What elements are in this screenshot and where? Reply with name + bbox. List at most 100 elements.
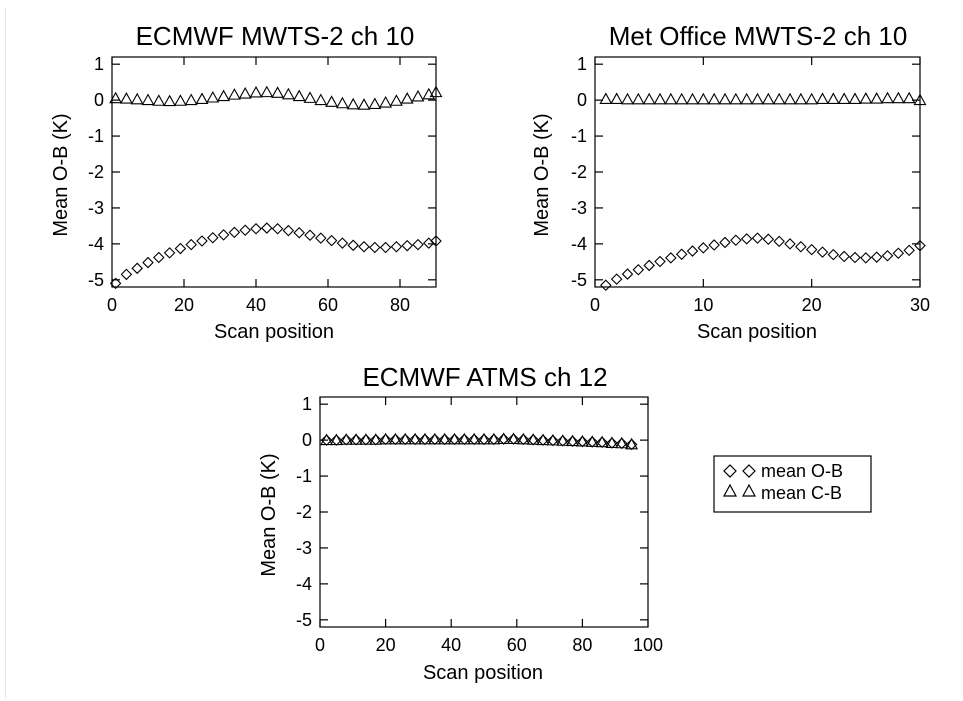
panel-title: Met Office MWTS-2 ch 10 xyxy=(609,21,908,51)
data-point-calc xyxy=(615,436,629,449)
data-point-calc xyxy=(389,94,403,106)
x-axis-label: Scan position xyxy=(214,321,334,343)
data-point-obs xyxy=(207,231,219,244)
data-point-calc xyxy=(653,92,667,105)
y-axis-label: Mean O-B (K) xyxy=(531,113,553,236)
data-point-calc xyxy=(109,91,123,104)
data-point-obs xyxy=(892,247,905,259)
data-point-calc xyxy=(260,85,274,98)
plot-frame xyxy=(319,396,649,628)
data-point-obs xyxy=(527,433,539,446)
data-point-calc xyxy=(595,435,609,448)
data-point-calc xyxy=(487,432,501,445)
x-tick-label: 30 xyxy=(910,295,930,315)
data-point-obs xyxy=(429,433,441,446)
data-point-obs xyxy=(142,256,154,269)
data-point-obs xyxy=(600,279,612,291)
data-point-obs xyxy=(458,433,471,446)
data-point-obs xyxy=(379,433,392,446)
data-point-obs xyxy=(369,433,382,446)
data-point-calc xyxy=(794,92,808,105)
data-point-obs xyxy=(239,224,251,236)
data-point-calc xyxy=(271,86,285,98)
data-point-obs xyxy=(606,437,618,449)
tick-layer: 10-1-2-3-4-50 10 20 30 xyxy=(571,54,930,315)
y-tick-label: -3 xyxy=(296,538,312,558)
data-point-calc xyxy=(227,88,241,100)
legend-diamond-marker xyxy=(723,464,756,478)
data-point-obs xyxy=(401,239,413,252)
data-point-calc xyxy=(696,92,710,105)
data-point-calc xyxy=(610,92,624,104)
y-tick-label: -5 xyxy=(571,270,587,290)
data-point-calc xyxy=(891,91,905,104)
data-point-obs xyxy=(751,232,764,244)
y-tick-label: -2 xyxy=(296,502,312,522)
data-point-obs xyxy=(163,247,176,259)
data-point-calc xyxy=(902,91,916,104)
plot-frame xyxy=(594,56,921,288)
data-point-obs xyxy=(596,436,608,449)
data-point-obs xyxy=(389,433,402,446)
y-tick-label: 1 xyxy=(302,394,312,414)
data-point-obs xyxy=(860,252,872,264)
data-point-calc xyxy=(707,92,721,105)
data-point-calc xyxy=(837,92,851,104)
data-point-calc xyxy=(575,434,589,447)
data-point-obs xyxy=(358,240,370,253)
data-point-obs xyxy=(805,243,818,256)
data-point-obs xyxy=(621,268,634,280)
tick-layer: 10-1-2-3-4-50 20 40 60 80 100 xyxy=(296,394,663,655)
data-point-calc xyxy=(526,433,540,445)
y-tick-label: -4 xyxy=(296,574,312,594)
data-point-obs xyxy=(537,434,549,446)
data-point-obs xyxy=(478,433,490,446)
data-point-obs xyxy=(330,434,343,446)
y-axis-label: Mean O-B (K) xyxy=(258,453,280,576)
data-point-obs xyxy=(271,223,284,235)
data-point-calc xyxy=(599,92,613,104)
data-point-calc xyxy=(389,432,402,445)
panel-ecmwf-atms: ECMWF ATMS ch 12 Mean O-B (K) Scan posit… xyxy=(258,362,663,684)
data-point-obs xyxy=(697,242,710,254)
plot-frame xyxy=(111,56,437,288)
data-point-obs xyxy=(719,236,731,249)
data-point-obs xyxy=(315,232,327,244)
data-point-calc xyxy=(292,89,306,102)
y-axis-label: Mean O-B (K) xyxy=(50,113,72,236)
data-point-obs xyxy=(261,222,273,234)
y-tick-label: -2 xyxy=(88,162,104,182)
panel-metoffice-mwts2: Met Office MWTS-2 ch 10 Mean O-B (K) Sca… xyxy=(531,21,930,343)
data-point-calc xyxy=(400,92,414,104)
data-point-obs xyxy=(849,251,861,264)
data-point-obs xyxy=(336,237,349,249)
data-point-calc xyxy=(329,433,343,446)
data-point-calc xyxy=(675,92,689,105)
data-point-obs xyxy=(632,263,645,276)
data-point-calc xyxy=(359,433,373,445)
data-point-calc xyxy=(357,98,371,110)
data-point-obs xyxy=(347,239,359,252)
data-point-obs xyxy=(293,226,305,239)
data-point-calc xyxy=(195,92,209,104)
data-point-calc xyxy=(816,92,829,104)
data-point-obs xyxy=(654,255,666,268)
data-point-calc xyxy=(303,91,317,103)
data-point-calc xyxy=(585,435,599,447)
data-point-obs xyxy=(708,239,720,251)
panel-title: ECMWF ATMS ch 12 xyxy=(362,362,607,392)
y-tick-label: -2 xyxy=(571,162,587,182)
legend: mean O-B mean C-B xyxy=(713,455,872,513)
data-point-obs xyxy=(369,241,381,254)
data-point-calc xyxy=(457,432,471,445)
data-point-obs xyxy=(399,433,412,446)
data-point-obs xyxy=(576,435,589,448)
data-point-calc xyxy=(379,432,393,445)
legend-item-calc: mean C-B xyxy=(722,483,842,503)
data-point-calc xyxy=(448,432,461,445)
data-point-calc xyxy=(173,94,187,106)
marks-layer xyxy=(109,85,443,290)
data-point-obs xyxy=(665,252,677,264)
